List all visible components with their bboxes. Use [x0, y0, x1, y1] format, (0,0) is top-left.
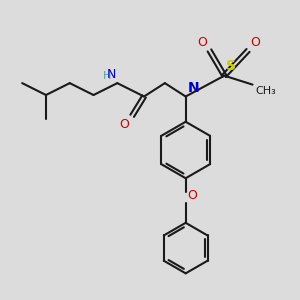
Text: O: O — [197, 36, 207, 49]
Text: O: O — [119, 118, 129, 131]
Text: H: H — [102, 71, 111, 81]
Text: S: S — [226, 59, 236, 73]
Text: N: N — [106, 68, 116, 81]
Text: O: O — [250, 36, 260, 49]
Text: O: O — [187, 189, 197, 202]
Text: CH₃: CH₃ — [255, 86, 276, 96]
Text: N: N — [188, 81, 200, 95]
